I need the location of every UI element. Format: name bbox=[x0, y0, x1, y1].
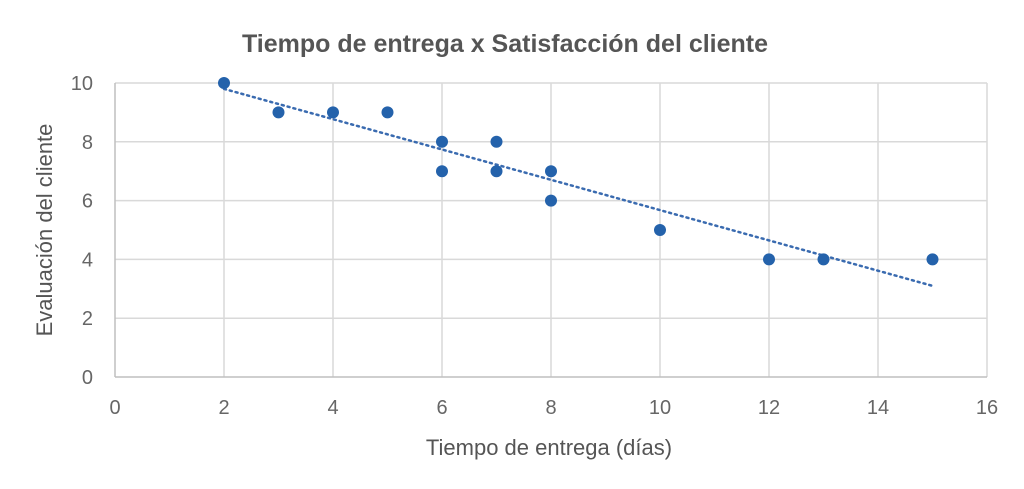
data-point bbox=[654, 224, 666, 236]
data-point bbox=[436, 165, 448, 178]
y-tick-labels: 0 2 4 6 8 10 bbox=[71, 73, 93, 389]
data-point bbox=[436, 135, 448, 148]
data-point bbox=[381, 106, 394, 119]
chart-title: Tiempo de entrega x Satisfacción del cli… bbox=[242, 30, 768, 58]
x-tick-label: 2 bbox=[218, 397, 229, 419]
data-point bbox=[545, 165, 557, 178]
y-tick-label: 2 bbox=[82, 308, 93, 330]
data-point bbox=[327, 106, 339, 119]
trendline bbox=[222, 87, 934, 288]
y-tick-label: 6 bbox=[82, 191, 93, 213]
x-tick-label: 14 bbox=[867, 397, 889, 419]
y-tick-label: 0 bbox=[82, 367, 93, 389]
x-tick-label: 6 bbox=[436, 397, 447, 419]
data-point bbox=[926, 253, 939, 266]
data-point bbox=[817, 253, 830, 266]
x-axis-label: Tiempo de entrega (días) bbox=[426, 435, 672, 460]
trendline-layer bbox=[222, 87, 934, 288]
data-point bbox=[490, 135, 503, 148]
y-axis-label: Evaluación del cliente bbox=[32, 124, 57, 337]
data-point bbox=[272, 106, 285, 119]
y-tick-label: 4 bbox=[82, 249, 93, 271]
grid bbox=[115, 82, 988, 377]
axes bbox=[114, 83, 987, 378]
data-point bbox=[490, 165, 503, 178]
y-tick-label: 10 bbox=[71, 73, 93, 95]
x-tick-label: 12 bbox=[758, 397, 780, 419]
data-point bbox=[763, 253, 775, 266]
x-tick-label: 8 bbox=[545, 397, 556, 419]
x-tick-label: 4 bbox=[327, 397, 338, 419]
x-tick-label: 0 bbox=[109, 397, 120, 419]
x-tick-label: 10 bbox=[649, 397, 671, 419]
data-point bbox=[218, 77, 230, 89]
x-tick-labels: 0 2 4 6 8 10 12 14 16 bbox=[109, 397, 998, 419]
data-points bbox=[218, 77, 939, 266]
x-tick-label: 16 bbox=[976, 397, 998, 419]
data-point bbox=[545, 194, 557, 207]
y-tick-label: 8 bbox=[82, 132, 93, 154]
